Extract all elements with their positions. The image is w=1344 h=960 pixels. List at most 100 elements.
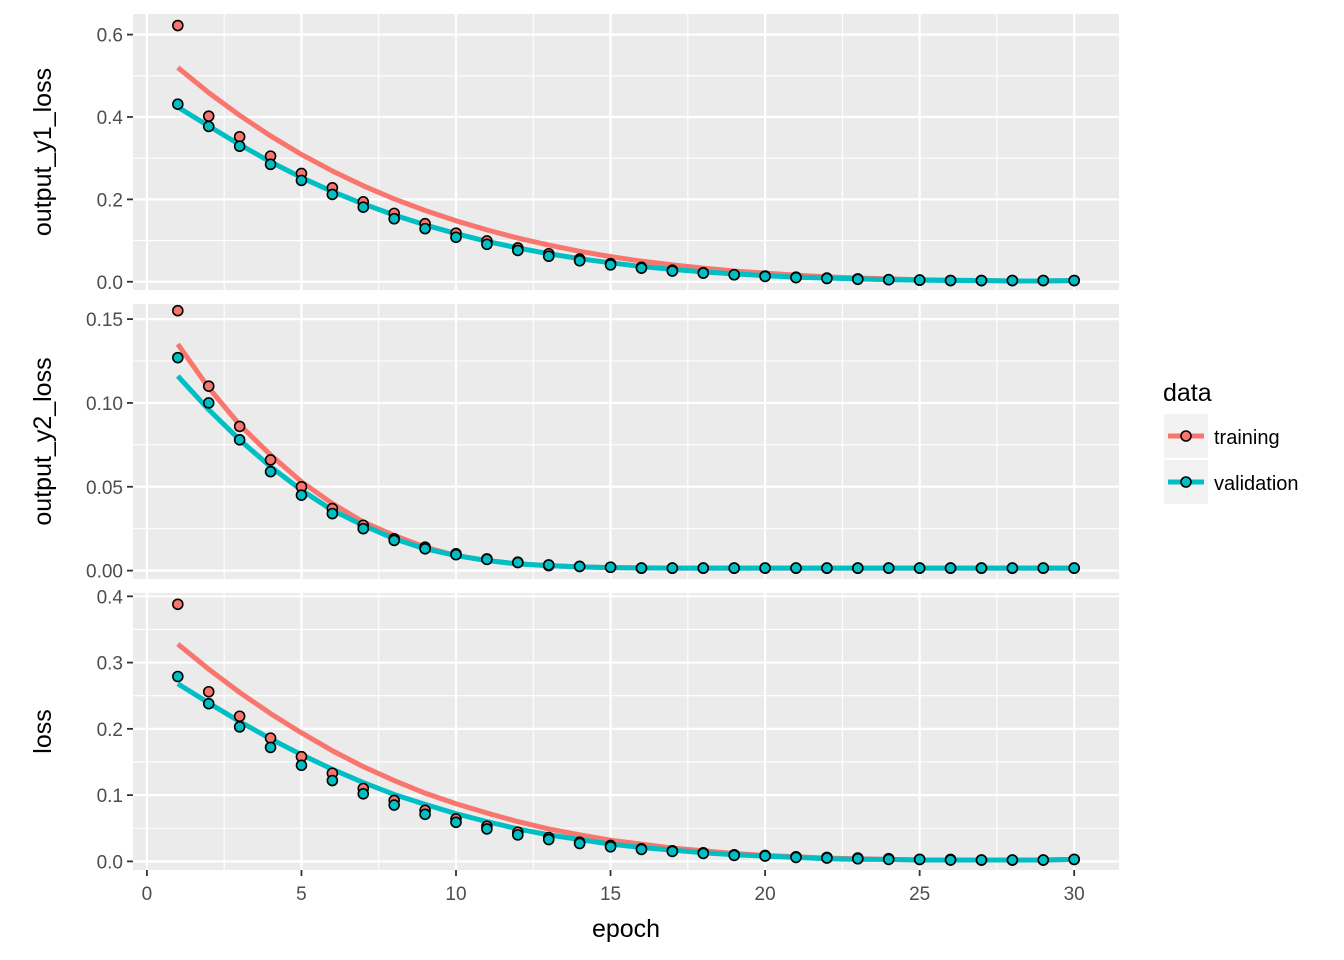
data-point-validation: [944, 854, 957, 866]
y-tick-label: 0.4: [97, 108, 124, 129]
y-tick-label: 0.3: [97, 654, 123, 675]
data-point-validation: [357, 522, 370, 535]
y-tick-label: 0.15: [86, 310, 123, 331]
data-point-validation: [913, 274, 926, 286]
data-point-training: [172, 598, 184, 611]
data-point-training: [202, 380, 215, 392]
y-tick-label: 0.00: [86, 562, 123, 583]
y-axis-title: output_y1_loss: [29, 68, 57, 236]
data-point-validation: [326, 188, 339, 201]
data-point-validation: [697, 267, 710, 279]
data-point-validation: [573, 560, 586, 573]
legend-item-validation: validation: [1164, 460, 1299, 504]
data-point-validation: [388, 799, 400, 811]
y-tick-label: 0.2: [97, 720, 123, 741]
data-point-validation: [1068, 562, 1080, 574]
x-tick-label: 15: [600, 884, 621, 905]
x-tick-label: 0: [142, 884, 153, 905]
y-tick-label: 0.4: [97, 587, 124, 608]
data-point-validation: [697, 562, 710, 574]
y-axis-title: output_y2_loss: [29, 357, 57, 525]
data-point-validation: [481, 823, 493, 835]
data-point-validation: [1037, 274, 1050, 287]
data-point-training: [264, 454, 277, 466]
data-point-validation: [635, 843, 648, 856]
data-point-validation: [944, 274, 957, 287]
data-point-validation: [759, 850, 771, 862]
data-point-validation: [357, 201, 370, 213]
data-point-training: [172, 304, 184, 317]
facet-panel-1: 0.0 0.2 0.4 0.6 output_y1_loss: [29, 14, 1119, 294]
data-point-validation: [882, 562, 895, 574]
y-tick-label: 0.0: [97, 273, 123, 294]
data-point-validation: [357, 787, 370, 800]
data-point-validation: [635, 262, 648, 274]
data-point-validation: [512, 829, 524, 841]
data-point-validation: [450, 548, 462, 561]
data-point-validation: [1068, 853, 1080, 866]
data-point-validation: [821, 852, 833, 864]
data-point-validation: [790, 271, 802, 284]
data-point-validation: [573, 254, 586, 267]
y-tick-label: 0.1: [97, 786, 123, 807]
data-point-validation: [295, 759, 308, 772]
data-point-training: [202, 110, 215, 122]
data-point-validation: [481, 553, 493, 566]
data-point-validation: [852, 562, 864, 574]
data-point-validation: [728, 849, 740, 862]
x-tick-label: 20: [755, 884, 776, 905]
data-point-validation: [882, 273, 895, 286]
facet-panel-3: 0.0 0.1 0.2 0.3 0.4 loss 0 5 10 15 20 25 30: [29, 587, 1119, 905]
x-tick-label: 5: [296, 884, 307, 905]
data-point-validation: [697, 847, 710, 860]
data-point-validation: [666, 265, 679, 277]
legend-item-training: training: [1164, 414, 1280, 458]
data-point-validation: [790, 851, 802, 864]
data-point-validation: [233, 721, 246, 733]
data-point-validation: [975, 562, 988, 574]
data-point-validation: [975, 274, 988, 287]
data-point-validation: [264, 741, 277, 754]
y-tick-label: 0.0: [97, 852, 123, 873]
legend-label: validation: [1214, 473, 1299, 495]
data-point-validation: [604, 259, 617, 271]
data-point-validation: [604, 561, 617, 574]
data-point-validation: [882, 853, 895, 866]
data-point-validation: [821, 562, 833, 574]
data-point-validation: [759, 270, 771, 283]
x-tick-label: 25: [909, 884, 930, 905]
data-point-validation: [1037, 854, 1050, 866]
data-point-validation: [326, 507, 339, 520]
data-point-training: [233, 420, 246, 433]
data-point-validation: [542, 833, 555, 846]
data-point-validation: [728, 268, 740, 281]
data-point-training: [172, 19, 184, 32]
data-point-validation: [913, 853, 926, 866]
data-point-validation: [666, 845, 679, 858]
y-tick-label: 0.2: [97, 190, 123, 211]
data-point-validation: [1006, 854, 1019, 866]
data-point-validation: [635, 562, 648, 574]
data-point-validation: [264, 158, 277, 171]
data-point-validation: [1037, 562, 1050, 574]
data-point-validation: [388, 534, 400, 547]
y-tick-label: 0.05: [86, 478, 123, 499]
legend-key-point: [1180, 430, 1192, 442]
data-point-validation: [326, 774, 339, 787]
y-tick-label: 0.6: [97, 26, 123, 47]
data-point-validation: [172, 670, 184, 683]
data-point-validation: [1006, 274, 1019, 287]
data-point-validation: [202, 397, 215, 409]
x-tick-label: 30: [1064, 884, 1085, 905]
data-point-validation: [481, 238, 493, 251]
data-point-validation: [419, 222, 431, 235]
x-tick-label: 10: [445, 884, 466, 905]
data-point-validation: [419, 543, 431, 555]
data-point-validation: [728, 562, 740, 574]
data-point-validation: [172, 351, 184, 364]
data-point-validation: [512, 244, 524, 257]
facet-panel-2: 0.00 0.05 0.10 0.15 output_y2_loss: [29, 304, 1119, 583]
